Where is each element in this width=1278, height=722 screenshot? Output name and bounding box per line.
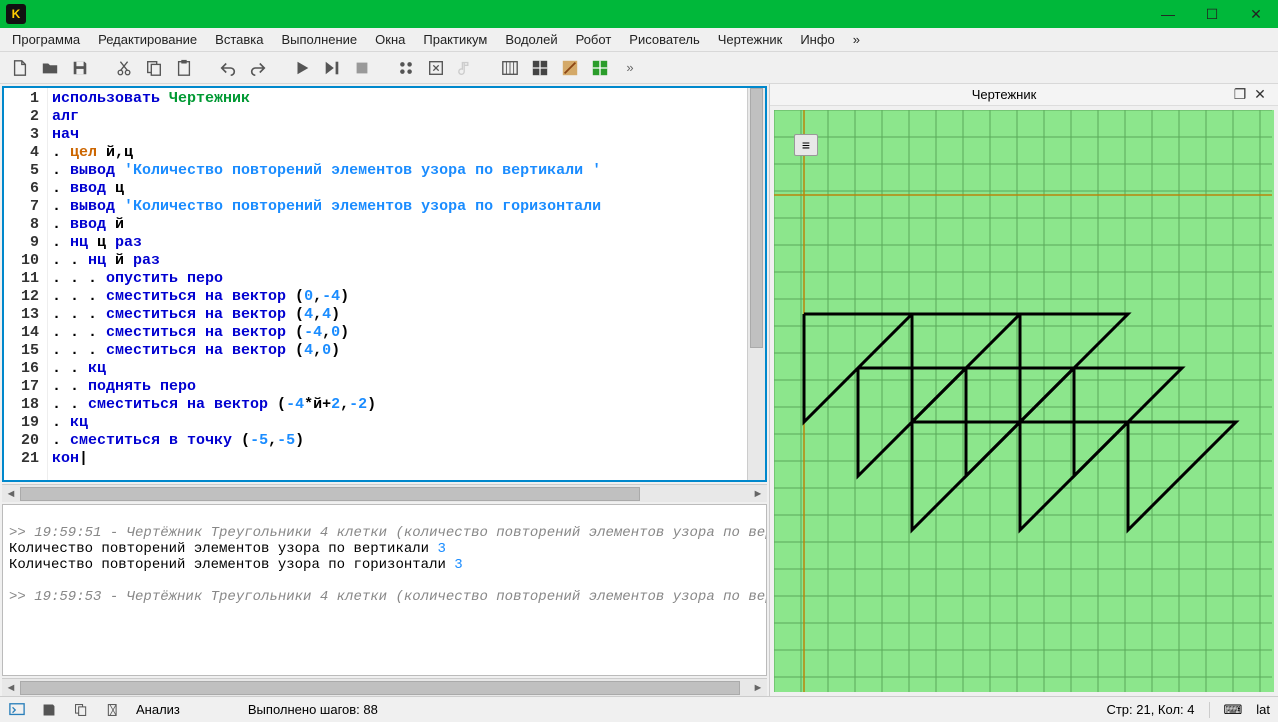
sb-clear-icon[interactable]	[104, 701, 122, 719]
tool-palette-button[interactable]	[558, 56, 582, 80]
console-timestamp: >> 19:59:53 - Чертёжник Треугольники 4 к…	[9, 589, 767, 605]
tool-arrows-button[interactable]	[424, 56, 448, 80]
tool-columns-button[interactable]	[498, 56, 522, 80]
drawing-pane-header: Чертежник ❐ ✕	[770, 84, 1278, 106]
tool-green-grid-button[interactable]	[588, 56, 612, 80]
menu-item[interactable]: Окна	[367, 30, 413, 49]
statusbar: Анализ Выполнено шагов: 88 Стр: 21, Кол:…	[0, 696, 1278, 722]
left-pane: 123456789101112131415161718192021 исполь…	[0, 84, 770, 696]
sb-copy-icon[interactable]	[72, 701, 90, 719]
open-file-button[interactable]	[38, 56, 62, 80]
editor-hscrollbar[interactable]: ◄►	[2, 484, 767, 502]
menu-item[interactable]: Водолей	[497, 30, 565, 49]
app-icon: K	[6, 4, 26, 24]
editor-content[interactable]: использовать Чертежникалгнач. цел й,ц. в…	[48, 88, 747, 480]
menu-item[interactable]: Редактирование	[90, 30, 205, 49]
restore-icon[interactable]: ❐	[1230, 86, 1250, 103]
close-button[interactable]: ✕	[1234, 0, 1278, 28]
sb-save-icon[interactable]	[40, 701, 58, 719]
console-line: Количество повторений элементов узора по…	[9, 557, 463, 573]
status-steps: Выполнено шагов: 88	[248, 702, 378, 717]
canvas-menu-button[interactable]: ≡	[794, 134, 818, 156]
console-line: Количество повторений элементов узора по…	[9, 541, 446, 557]
save-file-button[interactable]	[68, 56, 92, 80]
tool-grid-button[interactable]	[528, 56, 552, 80]
menu-item[interactable]: Робот	[568, 30, 620, 49]
new-file-button[interactable]	[8, 56, 32, 80]
editor-gutter: 123456789101112131415161718192021	[4, 88, 48, 480]
console-timestamp: >> 19:59:51 - Чертёжник Треугольники 4 к…	[9, 525, 767, 541]
menu-item[interactable]: Рисователь	[621, 30, 707, 49]
minimize-button[interactable]: —	[1146, 0, 1190, 28]
copy-button[interactable]	[142, 56, 166, 80]
tool-note-button[interactable]	[454, 56, 478, 80]
menu-item[interactable]: Практикум	[415, 30, 495, 49]
code-editor[interactable]: 123456789101112131415161718192021 исполь…	[2, 86, 767, 482]
menu-item[interactable]: Чертежник	[710, 30, 791, 49]
step-button[interactable]	[320, 56, 344, 80]
drawing-pane-title: Чертежник	[778, 87, 1230, 102]
status-lang-icon: ⌨	[1224, 702, 1243, 718]
toolbar-overflow-button[interactable]: »	[618, 56, 642, 80]
status-lang: lat	[1256, 702, 1270, 717]
redo-button[interactable]	[246, 56, 270, 80]
paste-button[interactable]	[172, 56, 196, 80]
status-cursor: Стр: 21, Кол: 4	[1106, 702, 1194, 717]
stop-button[interactable]	[350, 56, 374, 80]
console-hscrollbar[interactable]: ◄►	[2, 678, 767, 696]
main-area: 123456789101112131415161718192021 исполь…	[0, 84, 1278, 696]
menu-item[interactable]: »	[845, 30, 868, 49]
menu-item[interactable]: Выполнение	[273, 30, 365, 49]
output-console[interactable]: >> 19:59:51 - Чертёжник Треугольники 4 к…	[2, 504, 767, 676]
menu-item[interactable]: Инфо	[792, 30, 842, 49]
menu-item[interactable]: Вставка	[207, 30, 271, 49]
sb-console-icon[interactable]	[8, 701, 26, 719]
editor-vscrollbar[interactable]	[747, 88, 765, 480]
run-button[interactable]	[290, 56, 314, 80]
cut-button[interactable]	[112, 56, 136, 80]
drawing-pane: Чертежник ❐ ✕ ≡	[770, 84, 1278, 696]
close-pane-icon[interactable]: ✕	[1250, 86, 1270, 103]
tool-dots-button[interactable]	[394, 56, 418, 80]
status-analysis: Анализ	[136, 702, 180, 717]
titlebar: K — ☐ ✕	[0, 0, 1278, 28]
drawing-canvas[interactable]: ≡	[774, 110, 1274, 692]
undo-button[interactable]	[216, 56, 240, 80]
maximize-button[interactable]: ☐	[1190, 0, 1234, 28]
menubar: ПрограммаРедактированиеВставкаВыполнение…	[0, 28, 1278, 52]
menu-item[interactable]: Программа	[4, 30, 88, 49]
toolbar: »	[0, 52, 1278, 84]
